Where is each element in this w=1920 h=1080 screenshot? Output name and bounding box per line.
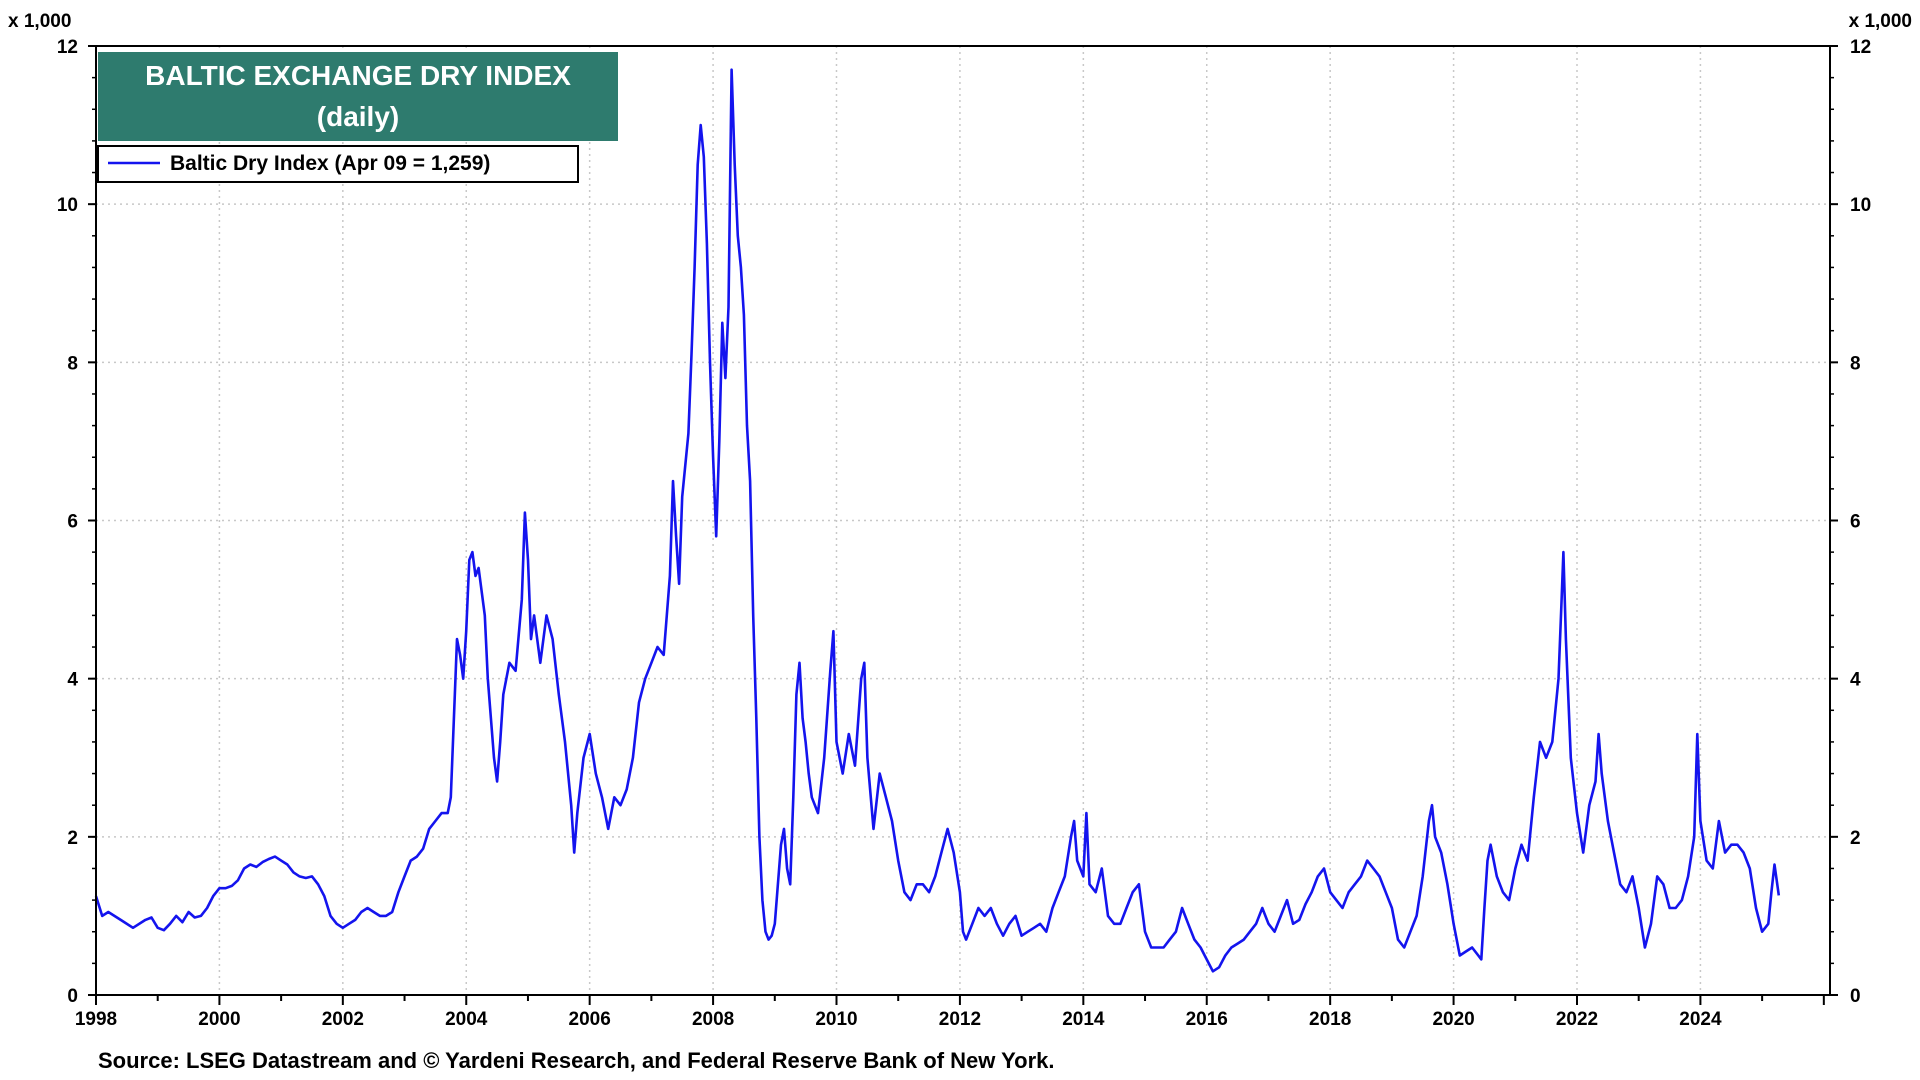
series-layer bbox=[94, 68, 1781, 973]
chart-title: BALTIC EXCHANGE DRY INDEX bbox=[145, 60, 571, 91]
y-tick-label-left-8: 8 bbox=[67, 353, 78, 374]
y-tick-label-left-12: 12 bbox=[57, 37, 78, 58]
x-tick-label-2002: 2002 bbox=[322, 1009, 364, 1030]
title-background bbox=[98, 52, 618, 141]
y-axis-left: 0 2 4 6 8 10 12 bbox=[57, 37, 96, 1007]
x-tick-label-2024: 2024 bbox=[1679, 1009, 1722, 1030]
legend: Baltic Dry Index (Apr 09 = 1,259) bbox=[97, 145, 579, 183]
y-tick-label-right-12: 12 bbox=[1850, 37, 1871, 58]
y-tick-label-right-4: 4 bbox=[1850, 670, 1861, 691]
legend-box bbox=[97, 145, 579, 183]
y-axis-right: 0 2 4 6 8 10 12 bbox=[1830, 37, 1871, 1007]
y-tick-label-left-2: 2 bbox=[67, 828, 78, 849]
x-axis: 1998 2000 2002 2004 2006 2008 2010 2012 2014 2016… bbox=[75, 995, 1825, 1030]
x-tick-label-1998: 1998 bbox=[75, 1009, 117, 1030]
x-tick-label-2014: 2014 bbox=[1062, 1009, 1105, 1030]
x-tick-label-2010: 2010 bbox=[815, 1009, 857, 1030]
legend-label: Baltic Dry Index (Apr 09 = 1,259) bbox=[170, 152, 490, 175]
title-box: BALTIC EXCHANGE DRY INDEX (daily) bbox=[98, 52, 618, 141]
series-line-baltic-dry-index bbox=[94, 68, 1781, 973]
x-tick-label-2006: 2006 bbox=[569, 1009, 611, 1030]
source-note: Source: LSEG Datastream and © Yardeni Re… bbox=[98, 1048, 1054, 1073]
y-tick-label-left-10: 10 bbox=[57, 195, 78, 216]
y-unit-left: x 1,000 bbox=[8, 11, 71, 32]
y-tick-label-left-0: 0 bbox=[67, 986, 78, 1007]
x-tick-label-2008: 2008 bbox=[692, 1009, 734, 1030]
y-tick-label-right-10: 10 bbox=[1850, 195, 1871, 216]
y-tick-label-left-4: 4 bbox=[67, 670, 78, 691]
x-tick-label-2022: 2022 bbox=[1556, 1009, 1598, 1030]
x-tick-label-2012: 2012 bbox=[939, 1009, 981, 1030]
chart-subtitle: (daily) bbox=[317, 101, 399, 132]
y-tick-label-right-2: 2 bbox=[1850, 828, 1861, 849]
x-tick-label-2020: 2020 bbox=[1432, 1009, 1474, 1030]
x-tick-label-2000: 2000 bbox=[198, 1009, 240, 1030]
x-tick-label-2018: 2018 bbox=[1309, 1009, 1351, 1030]
y-tick-label-right-6: 6 bbox=[1850, 512, 1861, 533]
y-tick-label-left-6: 6 bbox=[67, 512, 78, 533]
y-unit-right: x 1,000 bbox=[1849, 11, 1912, 32]
gridlines bbox=[96, 46, 1830, 995]
x-tick-label-2004: 2004 bbox=[445, 1009, 488, 1030]
x-tick-label-2016: 2016 bbox=[1186, 1009, 1228, 1030]
y-tick-label-right-0: 0 bbox=[1850, 986, 1861, 1007]
y-tick-label-right-8: 8 bbox=[1850, 353, 1861, 374]
